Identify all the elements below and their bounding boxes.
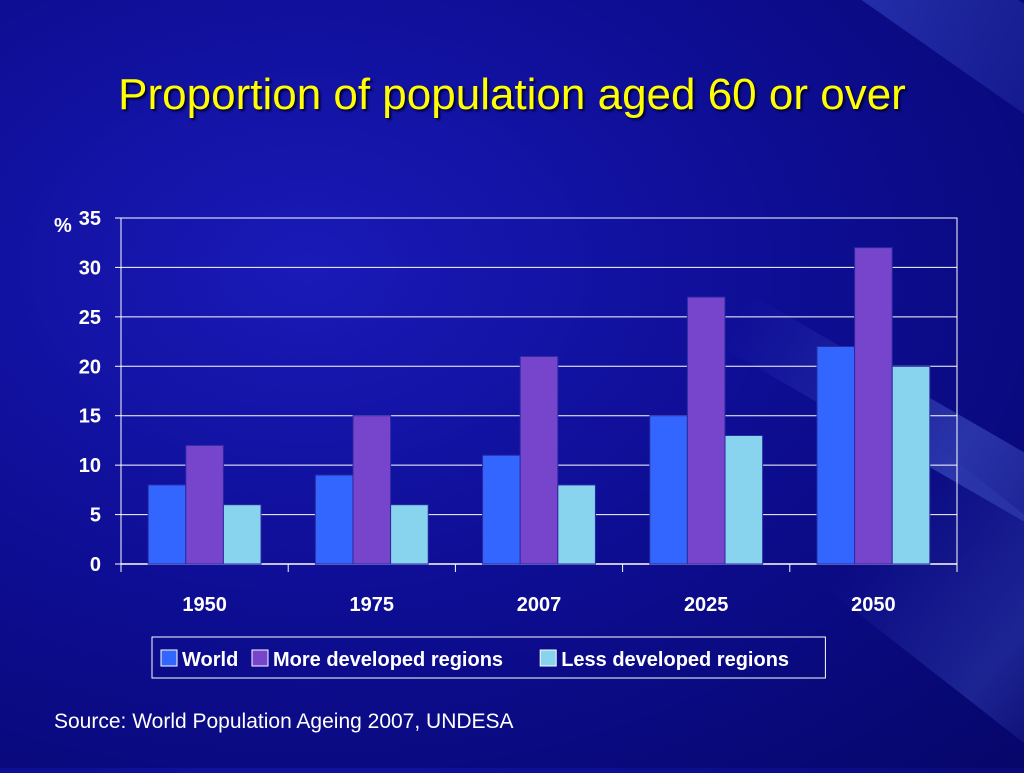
y-tick-label: 10 xyxy=(79,455,101,477)
legend-swatch xyxy=(539,649,557,667)
y-tick-label: 5 xyxy=(90,505,101,527)
bar xyxy=(314,474,354,565)
legend-label: Less developed regions xyxy=(561,649,789,671)
y-tick-label: 35 xyxy=(79,208,101,230)
bar xyxy=(724,434,764,565)
legend-swatch xyxy=(160,649,178,667)
bar xyxy=(147,484,187,565)
y-tick-label: 15 xyxy=(79,406,101,428)
y-tick-label: 20 xyxy=(79,356,101,378)
bar xyxy=(352,415,392,565)
bar xyxy=(482,454,521,565)
legend-label: World xyxy=(182,649,238,671)
bar xyxy=(185,444,224,565)
legend-swatch xyxy=(251,649,269,667)
legend-box xyxy=(151,636,826,679)
bar xyxy=(891,365,931,565)
x-tick-label: 2050 xyxy=(851,594,896,616)
x-tick-label: 2025 xyxy=(684,594,729,616)
source-note: Source: World Population Ageing 2007, UN… xyxy=(54,710,514,733)
x-tick-label: 1950 xyxy=(182,594,227,616)
bar xyxy=(557,484,596,565)
y-axis-label: % xyxy=(54,215,72,237)
bar xyxy=(649,415,688,565)
legend-label: More developed regions xyxy=(273,649,503,671)
y-tick-label: 0 xyxy=(90,554,101,576)
slide-title: Proportion of population aged 60 or over xyxy=(118,70,906,119)
bar xyxy=(222,504,262,565)
bar xyxy=(390,504,429,565)
bar xyxy=(519,355,559,565)
bar xyxy=(686,296,726,565)
y-tick-label: 25 xyxy=(79,307,101,329)
x-tick-label: 2007 xyxy=(517,594,562,616)
x-tick-label: 1975 xyxy=(350,594,395,616)
y-tick-label: 30 xyxy=(79,257,101,279)
bar xyxy=(816,346,856,565)
bar xyxy=(854,247,893,565)
